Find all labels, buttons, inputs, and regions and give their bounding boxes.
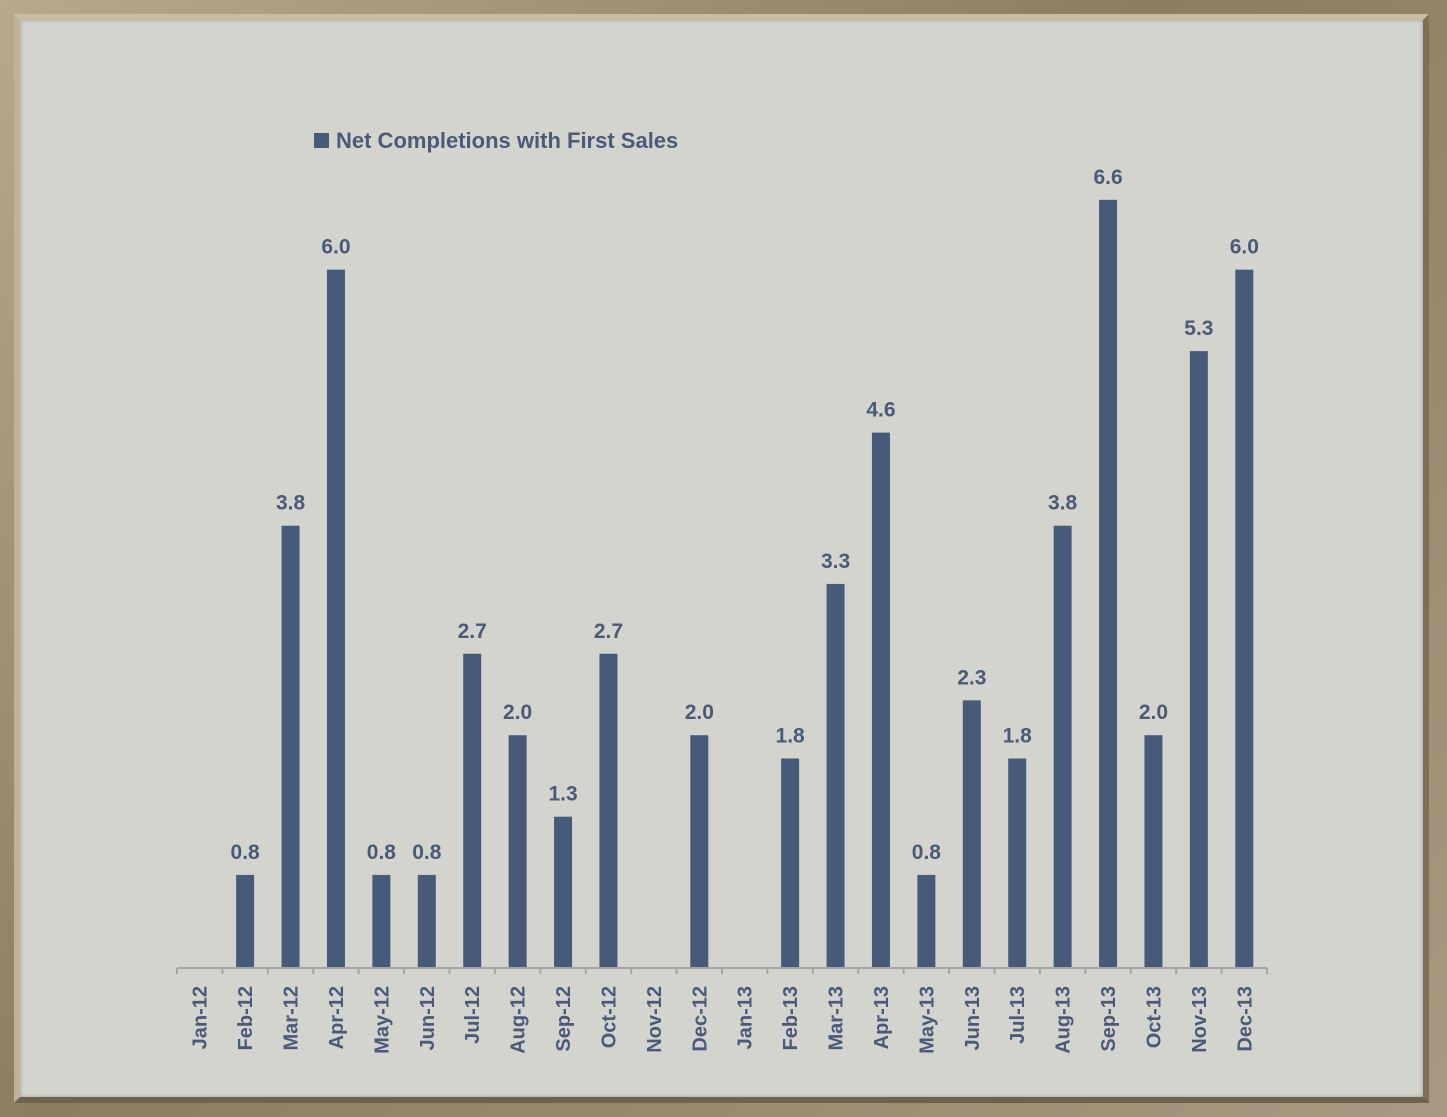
x-tick-label-jan-13: Jan-13 — [735, 986, 757, 1049]
bar-sep-12 — [554, 816, 573, 968]
x-tick-label-aug-13: Aug-13 — [1053, 986, 1075, 1054]
bar-may-12 — [372, 874, 391, 968]
bar-feb-13 — [781, 758, 800, 968]
data-label-mar-12: 3.8 — [276, 492, 306, 515]
data-label-jul-13: 1.8 — [1003, 725, 1033, 748]
bar-apr-13 — [871, 432, 890, 969]
data-label-oct-12: 2.7 — [594, 620, 623, 643]
legend: Net Completions with First Sales — [314, 128, 678, 153]
data-label-jun-12: 0.8 — [412, 841, 442, 864]
bar-oct-12 — [599, 653, 618, 968]
x-tick-label-aug-12: Aug-12 — [508, 986, 530, 1054]
data-label-aug-13: 3.8 — [1048, 492, 1078, 515]
data-label-mar-13: 3.3 — [821, 550, 850, 573]
x-tick-label-oct-13: Oct-13 — [1143, 986, 1165, 1048]
bar-jun-13 — [962, 700, 981, 968]
data-label-dec-12: 2.0 — [685, 701, 714, 724]
data-label-jun-13: 2.3 — [957, 666, 986, 689]
x-tick-label-nov-13: Nov-13 — [1189, 986, 1211, 1053]
bar-feb-12 — [236, 874, 255, 968]
bar-aug-13 — [1053, 525, 1072, 968]
legend-swatch — [314, 133, 329, 148]
bar-jun-12 — [417, 874, 436, 968]
bar-oct-13 — [1144, 735, 1163, 968]
x-tick-label-apr-13: Apr-13 — [871, 986, 893, 1049]
bar-apr-12 — [326, 269, 345, 969]
x-tick-label-apr-12: Apr-12 — [326, 986, 348, 1049]
x-tick-label-dec-13: Dec-13 — [1234, 986, 1256, 1052]
data-label-may-13: 0.8 — [912, 841, 942, 864]
x-tick-label-jun-13: Jun-13 — [962, 986, 984, 1050]
x-tick-label-jul-13: Jul-13 — [1007, 986, 1029, 1044]
data-label-nov-13: 5.3 — [1184, 317, 1213, 340]
x-ticks-group: Jan-12 Feb-12 Mar-12 Apr-12 May-12 Jun-12 Jul-… — [176, 968, 1268, 1054]
data-label-feb-12: 0.8 — [231, 841, 261, 864]
x-tick-label-mar-12: Mar-12 — [281, 986, 303, 1050]
bar-dec-13 — [1235, 269, 1254, 969]
legend-label: Net Completions with First Sales — [336, 128, 678, 153]
data-label-oct-13: 2.0 — [1139, 701, 1168, 724]
data-label-aug-12: 2.0 — [503, 701, 532, 724]
x-tick-label-mar-13: Mar-13 — [826, 986, 848, 1050]
x-tick-label-feb-13: Feb-13 — [780, 986, 802, 1050]
x-tick-label-sep-13: Sep-13 — [1098, 986, 1120, 1052]
x-tick-label-sep-12: Sep-12 — [553, 986, 575, 1052]
bar-nov-13 — [1189, 351, 1208, 968]
x-tick-label-dec-12: Dec-12 — [689, 986, 711, 1052]
x-tick-label-jul-12: Jul-12 — [462, 986, 484, 1044]
bar-dec-12 — [690, 735, 709, 968]
data-labels-group: 0.8 3.8 6.0 0.8 0.8 2.7 2.0 1.3 2.7 2.0 1.8 3.3 4.6 0… — [231, 166, 1259, 864]
data-label-jul-12: 2.7 — [458, 620, 487, 643]
data-label-may-12: 0.8 — [367, 841, 397, 864]
data-label-feb-13: 1.8 — [776, 725, 806, 748]
x-tick-label-jun-12: Jun-12 — [417, 986, 439, 1050]
bar-sep-13 — [1099, 199, 1118, 969]
x-tick-label-jan-12: Jan-12 — [190, 986, 212, 1049]
x-tick-label-nov-12: Nov-12 — [644, 986, 666, 1053]
x-tick-label-may-13: May-13 — [916, 986, 938, 1054]
bar-aug-12 — [508, 735, 527, 968]
bar-may-13 — [917, 874, 936, 968]
bar-jul-13 — [1008, 758, 1027, 968]
bar-mar-13 — [826, 583, 845, 968]
data-label-sep-13: 6.6 — [1093, 166, 1122, 189]
bars-group — [236, 199, 1254, 969]
x-tick-label-oct-12: Oct-12 — [598, 986, 620, 1048]
data-label-apr-13: 4.6 — [866, 399, 895, 422]
bar-jul-12 — [463, 653, 482, 968]
bar-mar-12 — [281, 525, 300, 968]
x-tick-label-feb-12: Feb-12 — [235, 986, 257, 1050]
data-label-sep-12: 1.3 — [548, 783, 577, 806]
data-label-dec-13: 6.0 — [1230, 236, 1259, 259]
x-tick-label-may-12: May-12 — [371, 986, 393, 1054]
data-label-apr-12: 6.0 — [321, 236, 350, 259]
